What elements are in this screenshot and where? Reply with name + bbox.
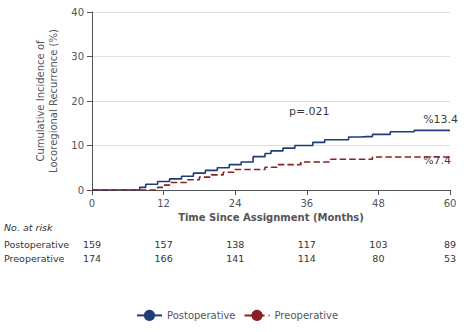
svg-text:12: 12: [157, 198, 170, 209]
svg-text:20: 20: [71, 96, 84, 107]
svg-text:Preoperative: Preoperative: [275, 310, 339, 321]
svg-text:60: 60: [444, 198, 457, 209]
svg-text:30: 30: [71, 51, 84, 62]
svg-text:103: 103: [369, 239, 387, 250]
svg-text:0: 0: [78, 185, 84, 196]
svg-text:No. at risk: No. at risk: [4, 222, 53, 233]
svg-text:40: 40: [71, 7, 84, 18]
svg-text:0: 0: [89, 198, 95, 209]
svg-text:48: 48: [372, 198, 385, 209]
svg-text:%7.4: %7.4: [423, 154, 451, 167]
svg-text:159: 159: [83, 239, 101, 250]
svg-text:%13.4: %13.4: [423, 113, 458, 126]
svg-text:p=.021: p=.021: [289, 105, 330, 118]
svg-text:117: 117: [298, 239, 316, 250]
svg-text:Preoperative: Preoperative: [4, 253, 65, 264]
svg-text:166: 166: [155, 253, 173, 264]
svg-text:138: 138: [226, 239, 244, 250]
svg-text:141: 141: [226, 253, 244, 264]
svg-text:174: 174: [83, 253, 101, 264]
svg-text:Postoperative: Postoperative: [167, 310, 236, 321]
svg-text:Locoregional Recurrence (%): Locoregional Recurrence (%): [48, 29, 59, 173]
svg-text:Time Since Assignment (Months): Time Since Assignment (Months): [178, 212, 364, 223]
svg-text:157: 157: [155, 239, 173, 250]
svg-text:53: 53: [444, 253, 456, 264]
svg-text:10: 10: [71, 140, 84, 151]
svg-text:Cumulative Incidence of: Cumulative Incidence of: [35, 40, 46, 162]
svg-text:36: 36: [300, 198, 313, 209]
svg-text:24: 24: [229, 198, 242, 209]
svg-text:Postoperative: Postoperative: [4, 239, 69, 250]
svg-text:80: 80: [372, 253, 384, 264]
svg-text:114: 114: [298, 253, 316, 264]
svg-text:89: 89: [444, 239, 456, 250]
